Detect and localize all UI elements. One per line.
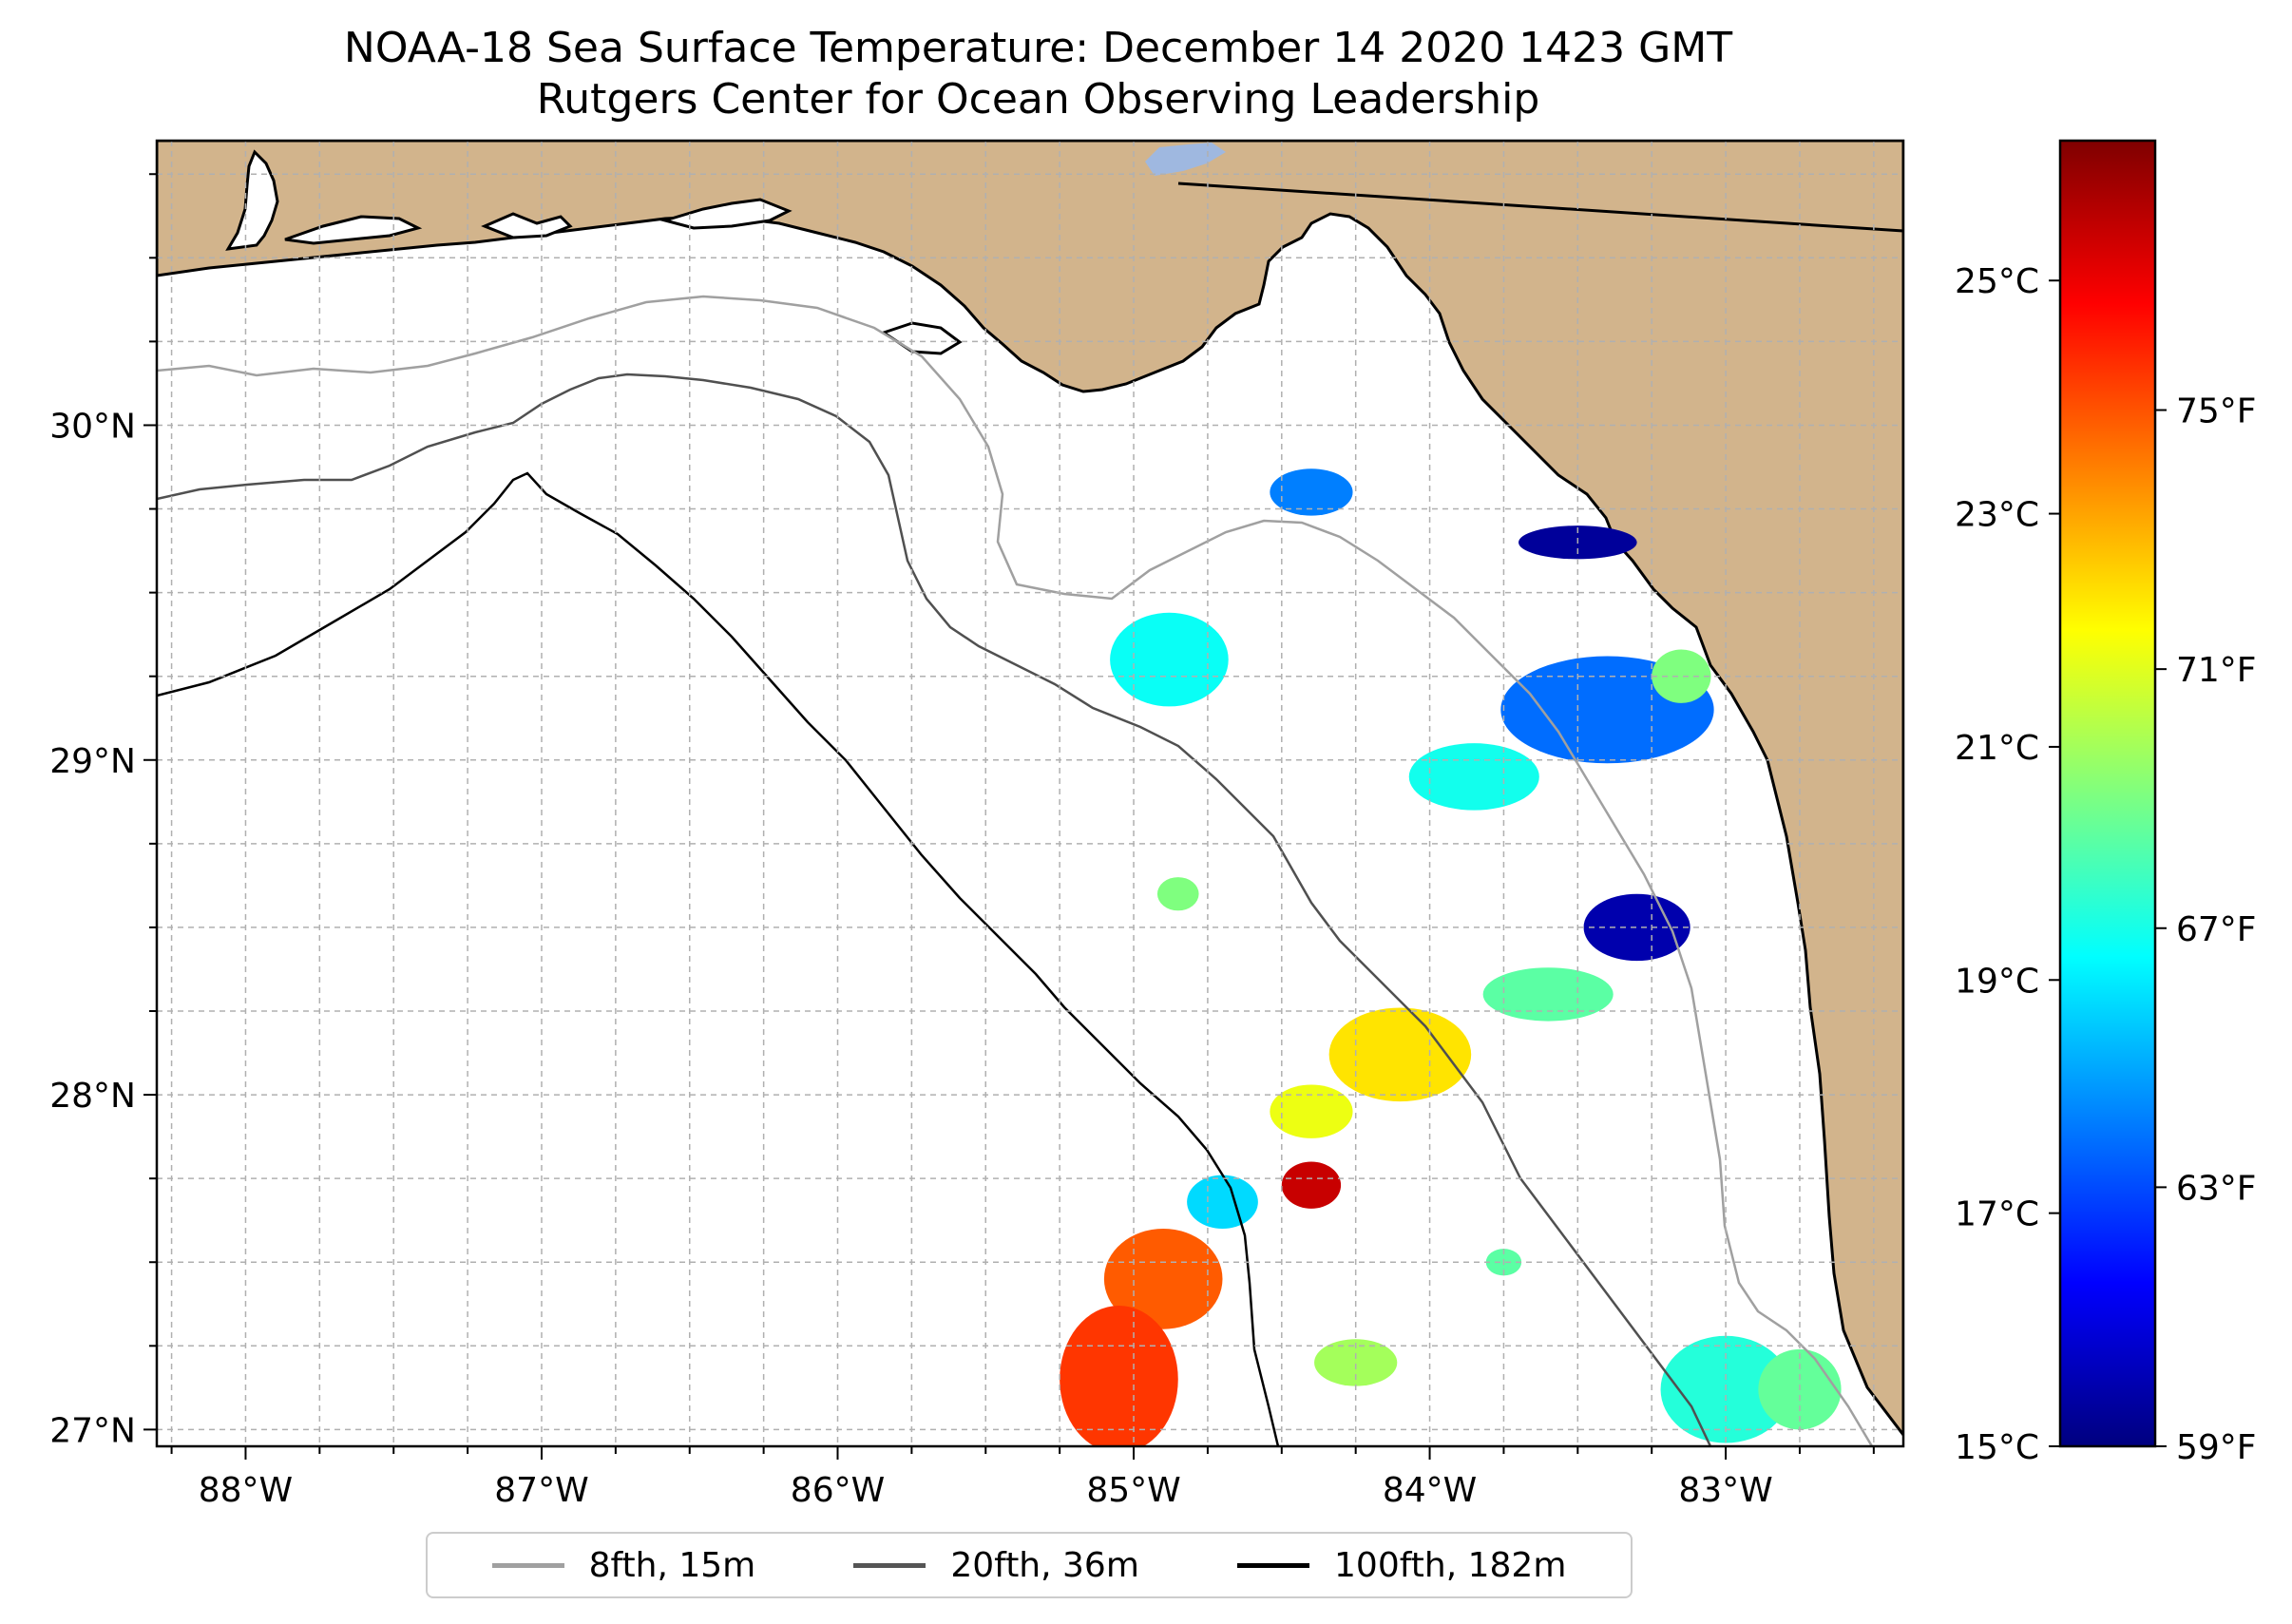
map-frame xyxy=(155,139,1905,1448)
fahrenheit-tick-label: 63°F xyxy=(2176,1169,2257,1208)
legend-entry: 100fth, 182m xyxy=(1237,1546,1566,1585)
lat-tick-label: 29°N xyxy=(49,742,136,781)
sst-patch xyxy=(1328,1007,1472,1102)
map-axes: 88°W 87°W 86°W 85°W 84°W 83°W 30°N 29°N 28°N 27°N xyxy=(49,173,1875,1510)
celsius-tick-label: 19°C xyxy=(1955,962,2039,1001)
celsius-tick-label: 21°C xyxy=(1955,729,2039,768)
sst-patch xyxy=(1408,743,1539,811)
lon-tick-label: 86°W xyxy=(791,1471,885,1510)
celsius-tick-label: 23°C xyxy=(1955,496,2039,535)
fahrenheit-tick-label: 75°F xyxy=(2176,392,2257,431)
sst-patch xyxy=(1060,1306,1178,1446)
legend-label: 20fth, 36m xyxy=(950,1545,1139,1585)
legend-label: 100fth, 182m xyxy=(1334,1545,1567,1585)
colorbar xyxy=(2058,139,2157,1448)
lon-tick-label: 84°W xyxy=(1383,1471,1477,1510)
legend-label: 8fth, 15m xyxy=(588,1545,756,1585)
sst-patch xyxy=(1270,1084,1353,1138)
bay-west xyxy=(284,215,423,245)
legend-line-swatch xyxy=(491,1562,564,1568)
lat-tick-label: 28°N xyxy=(49,1077,136,1116)
land-mass xyxy=(157,141,1903,1438)
lon-tick-label: 83°W xyxy=(1678,1471,1772,1510)
fahrenheit-tick-label: 59°F xyxy=(2176,1428,2257,1467)
state-border xyxy=(1177,182,1903,233)
contour-20fth xyxy=(157,373,1712,1446)
bay-choctawhatchee xyxy=(481,212,573,239)
legend-line-swatch xyxy=(1237,1562,1310,1568)
sst-patch xyxy=(1314,1339,1398,1386)
sst-patch xyxy=(1270,468,1353,516)
legend-line-swatch xyxy=(853,1562,926,1568)
bay-stjoe xyxy=(659,198,793,230)
celsius-tick-label: 15°C xyxy=(1955,1428,2039,1467)
celsius-tick-label: 25°C xyxy=(1955,262,2039,301)
lon-tick-label: 88°W xyxy=(199,1471,293,1510)
lat-tick-label: 27°N xyxy=(49,1411,136,1450)
fahrenheit-tick-label: 67°F xyxy=(2176,910,2257,949)
lake xyxy=(1145,143,1226,176)
legend-entry: 8fth, 15m xyxy=(491,1545,756,1585)
sst-patch xyxy=(1482,967,1614,1022)
sst-patch xyxy=(1110,612,1229,707)
lat-tick-label: 30°N xyxy=(49,407,136,446)
lon-tick-label: 87°W xyxy=(494,1471,588,1510)
map-subtitle: Rutgers Center for Ocean Observing Leade… xyxy=(536,75,1540,124)
map-title: NOAA-18 Sea Surface Temperature: Decembe… xyxy=(343,24,1733,72)
contour-100fth xyxy=(157,471,1280,1446)
sst-patch xyxy=(1281,1161,1342,1209)
contour-8fth xyxy=(157,295,1874,1446)
sst-patch xyxy=(1652,649,1711,703)
graticule xyxy=(157,141,1903,1446)
sst-patch xyxy=(1583,893,1690,962)
legend-entry: 20fth, 36m xyxy=(853,1546,1139,1585)
sst-patch xyxy=(1187,1175,1258,1230)
celsius-tick-label: 17°C xyxy=(1955,1195,2039,1234)
fahrenheit-tick-label: 71°F xyxy=(2176,651,2257,690)
contour-legend: 8fth, 15m 20fth, 36m 100fth, 182m xyxy=(426,1532,1633,1598)
sst-patch xyxy=(1156,877,1199,911)
colorbar-axes: 25°C 23°C 21°C 19°C 17°C 15°C 75°F 71°F 67°F 63°F… xyxy=(1955,262,2256,1467)
lon-tick-label: 85°W xyxy=(1086,1471,1180,1510)
